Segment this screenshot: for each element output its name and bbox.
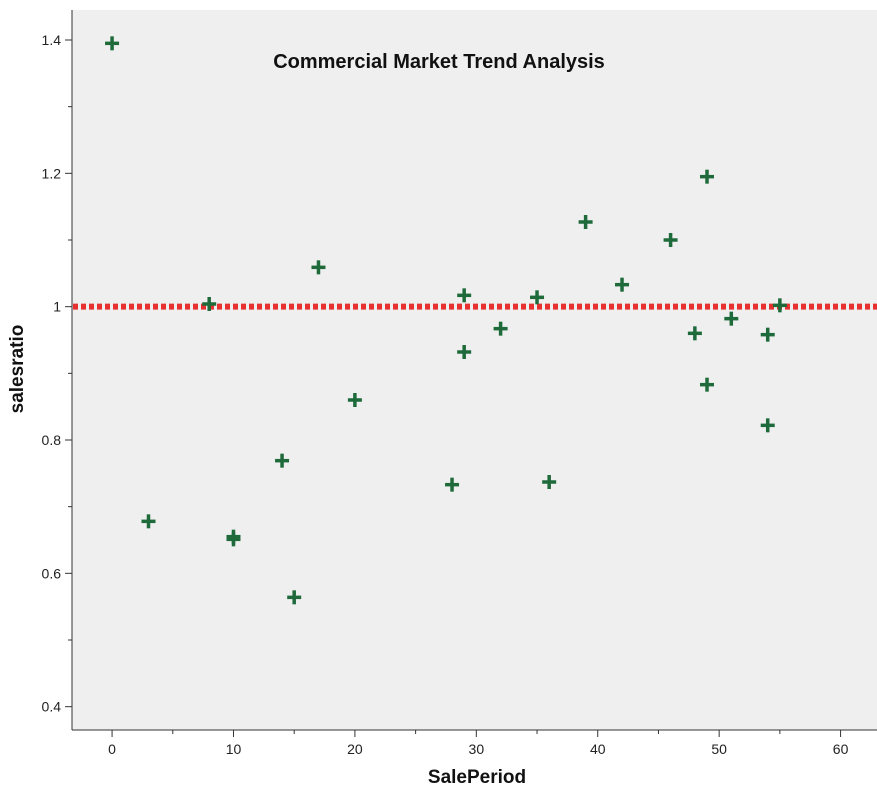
data-point [287, 590, 302, 605]
y-axis-title: salesratio [7, 325, 28, 414]
data-point [700, 169, 715, 184]
data-point [493, 321, 508, 336]
data-point [687, 326, 702, 341]
x-tick-label: 10 [226, 741, 242, 757]
x-axis-title: SalePeriod [428, 767, 526, 788]
data-point [347, 393, 362, 407]
data-point [105, 36, 120, 51]
data-point [724, 311, 739, 326]
data-point [141, 514, 156, 529]
data-point [226, 532, 241, 547]
y-tick-label: 0.4 [42, 699, 62, 715]
y-ticks-layer: 0.4 0.6 0.8 1 1.2 1.4 [42, 32, 72, 715]
data-point [772, 298, 787, 313]
data-point [663, 233, 678, 247]
data-point [760, 327, 775, 342]
y-tick-label: 0.8 [42, 432, 62, 448]
x-tick-label: 60 [833, 741, 849, 757]
data-point [530, 290, 545, 305]
y-tick-label: 1 [53, 299, 61, 315]
y-tick-label: 1.2 [42, 165, 62, 181]
points-layer [105, 36, 787, 605]
data-point [311, 260, 326, 275]
x-tick-label: 20 [347, 741, 363, 757]
data-point [615, 277, 630, 292]
data-point [542, 475, 557, 489]
x-tick-label: 50 [711, 741, 727, 757]
x-tick-label: 40 [590, 741, 606, 757]
y-tick-label: 1.4 [42, 32, 62, 48]
x-ticks-layer: 0 10 20 30 40 50 60 [108, 730, 849, 757]
x-tick-label: 0 [108, 741, 116, 757]
data-point [760, 418, 775, 433]
chart-title: Commercial Market Trend Analysis [273, 51, 605, 73]
plot-area [72, 10, 877, 730]
y-tick-label: 0.6 [42, 565, 62, 581]
data-point [457, 288, 472, 303]
data-point [578, 215, 593, 229]
data-point [700, 377, 715, 392]
data-point [275, 453, 290, 468]
data-point [457, 345, 472, 359]
x-tick-label: 30 [469, 741, 485, 757]
data-point [202, 297, 217, 311]
data-point [445, 477, 460, 492]
